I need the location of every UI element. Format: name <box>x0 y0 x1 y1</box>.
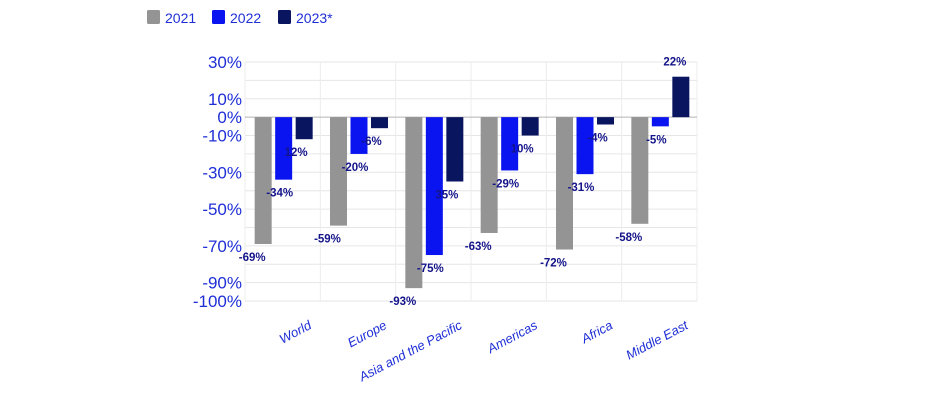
bar-2023-2 <box>446 117 464 182</box>
data-label: -31% <box>568 182 595 194</box>
bars <box>254 76 690 289</box>
x-tick-label: Africa <box>578 317 615 346</box>
data-label: -58% <box>615 232 642 244</box>
data-label: -69% <box>239 252 266 264</box>
y-tick-label: -90% <box>202 274 242 293</box>
data-label: -75% <box>417 263 444 275</box>
y-tick-label: -30% <box>202 163 242 182</box>
bar-2021-1 <box>330 117 347 226</box>
bar-2023-4 <box>597 117 614 125</box>
x-tick-label: Middle East <box>623 317 691 363</box>
bar-2021-2 <box>405 117 423 289</box>
legend-label: 2021 <box>165 10 196 26</box>
bar-2022-2 <box>425 117 443 256</box>
x-tick-label: Europe <box>345 317 389 350</box>
legend-label: 2022 <box>230 10 261 26</box>
x-tick-label: World <box>277 317 315 347</box>
bar-2021-5 <box>631 117 649 224</box>
bar-2023-1 <box>371 117 388 129</box>
bar-2021-3 <box>480 117 498 233</box>
data-label: -72% <box>540 258 567 270</box>
data-label: -93% <box>389 296 416 308</box>
legend-swatch-2022 <box>212 10 225 24</box>
bar-2022-4 <box>576 117 594 175</box>
y-axis: 30% 10%0%-10% -30% -50% -70% -90%-100% <box>193 53 242 311</box>
data-label: 10% <box>511 144 534 156</box>
bar-2021-4 <box>556 117 573 250</box>
data-label: -4% <box>587 133 607 145</box>
bar-2022-5 <box>651 117 669 127</box>
legend-swatch-2023 <box>278 10 291 24</box>
legend-label: 2023* <box>296 10 333 26</box>
bar-2022-1 <box>350 117 368 154</box>
bar-2021-0 <box>254 117 272 245</box>
data-label: -5% <box>646 134 666 146</box>
bar-2022-0 <box>275 117 293 180</box>
y-tick-label: -100% <box>193 292 242 311</box>
bar-2023-5 <box>672 76 690 118</box>
data-label: -6% <box>361 136 381 148</box>
y-tick-label: -70% <box>202 237 242 256</box>
bar-2022-3 <box>501 117 519 171</box>
data-label: 35% <box>435 190 458 202</box>
data-labels: -69% -34% 12% -59% -20% -6% -93% -75% 35% -63% -29… <box>239 57 687 308</box>
data-label: -59% <box>314 234 341 246</box>
y-tick-label: 10% <box>208 90 242 109</box>
data-label: -63% <box>465 241 492 253</box>
data-label: -29% <box>492 178 519 190</box>
y-tick-label: -10% <box>202 127 242 146</box>
data-label: -34% <box>266 188 293 200</box>
legend: 2021 2022 2023* <box>147 10 333 26</box>
x-tick-label: Americas <box>484 317 540 356</box>
bar-2023-0 <box>295 117 313 140</box>
data-label: 22% <box>663 57 686 69</box>
legend-swatch-2021 <box>147 10 160 24</box>
data-label: 12% <box>285 147 308 159</box>
y-tick-label: 0% <box>217 108 242 127</box>
gridlines <box>244 61 698 302</box>
y-tick-label: 30% <box>208 53 242 72</box>
data-label: -20% <box>342 162 369 174</box>
y-tick-label: -50% <box>202 200 242 219</box>
bar-2023-3 <box>521 117 539 136</box>
